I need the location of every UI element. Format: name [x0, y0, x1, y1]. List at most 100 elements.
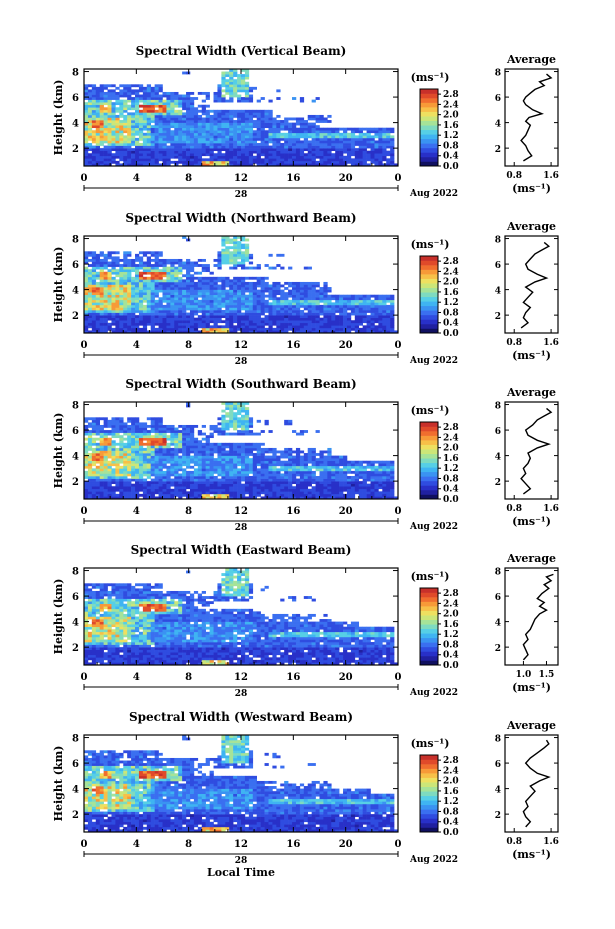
- heatmap-cell: [99, 284, 104, 288]
- heatmap-cell: [127, 447, 132, 451]
- heatmap-cell: [119, 84, 124, 88]
- heatmap-cell: [84, 322, 89, 326]
- heatmap-cell: [319, 304, 324, 308]
- heatmap-cell: [170, 491, 175, 495]
- heatmap-cell: [142, 486, 148, 490]
- heatmap-cell: [127, 264, 132, 267]
- heatmap-cell: [209, 281, 214, 285]
- heatmap-cell: [237, 327, 242, 331]
- heatmap-cell: [288, 312, 293, 316]
- heatmap-cell: [201, 281, 206, 285]
- heatmap-cell: [95, 310, 100, 313]
- heatmap-cell: [138, 302, 144, 306]
- heatmap-cell: [315, 160, 320, 164]
- heatmap-cell: [146, 132, 152, 136]
- heatmap-cell: [229, 246, 234, 250]
- heatmap-cell: [111, 284, 116, 288]
- heatmap-cell: [225, 145, 230, 149]
- heatmap-cell: [150, 483, 155, 487]
- heatmap-cell: [307, 299, 312, 303]
- heatmap-cell: [111, 468, 116, 472]
- heatmap-cell: [146, 281, 152, 285]
- heatmap-cell: [248, 253, 254, 257]
- heatmap-cell: [123, 445, 128, 449]
- heatmap-cell: [135, 463, 140, 467]
- heatmap-cell: [248, 325, 254, 329]
- heatmap-cell: [354, 127, 360, 131]
- heatmap-cell: [127, 130, 132, 134]
- heatmap-cell: [213, 289, 218, 293]
- heatmap-cell: [182, 102, 187, 106]
- heatmap-cell: [221, 330, 226, 334]
- heatmap-cell: [280, 127, 285, 131]
- heatmap-cell: [327, 155, 332, 159]
- heatmap-cell: [186, 107, 191, 111]
- heatmap-cell: [154, 478, 159, 482]
- heatmap-cell: [84, 453, 89, 456]
- heatmap-cell: [99, 274, 104, 278]
- heatmap-cell: [150, 269, 155, 273]
- heatmap-cell: [103, 97, 108, 100]
- heatmap-cell: [119, 289, 124, 293]
- heatmap-cell: [135, 109, 140, 113]
- heatmap-cell: [390, 315, 395, 318]
- heatmap-cell: [111, 463, 116, 467]
- heatmap-cell: [354, 310, 360, 313]
- x-tick-label: 20: [339, 340, 353, 351]
- heatmap-cell: [103, 488, 108, 492]
- heatmap-cell: [280, 297, 285, 301]
- heatmap-cell: [331, 330, 336, 334]
- heatmap-cell: [244, 132, 250, 136]
- heatmap-cell: [201, 269, 206, 273]
- heatmap-cell: [146, 299, 152, 303]
- heatmap-cell: [252, 322, 257, 326]
- heatmap-cell: [119, 304, 124, 308]
- heatmap-cell: [138, 310, 144, 313]
- heatmap-cell: [95, 258, 100, 262]
- heatmap-cell: [154, 148, 159, 151]
- heatmap-cell: [182, 104, 187, 108]
- heatmap-cell: [343, 327, 348, 331]
- heatmap-cell: [390, 327, 395, 331]
- heatmap-cell: [111, 481, 116, 484]
- heatmap-cell: [209, 160, 214, 164]
- heatmap-cell: [217, 84, 222, 88]
- heatmap-cell: [162, 430, 167, 433]
- heatmap-cell: [111, 427, 116, 431]
- heatmap-cell: [178, 135, 183, 139]
- heatmap-cell: [248, 261, 254, 265]
- heatmap-cell: [209, 289, 214, 293]
- heatmap-cell: [162, 269, 167, 273]
- heatmap-cell: [166, 307, 171, 311]
- heatmap-cell: [295, 130, 301, 134]
- heatmap-cell: [327, 310, 332, 313]
- heatmap-cell: [99, 307, 104, 311]
- heatmap-cell: [99, 440, 104, 444]
- heatmap-cell: [233, 248, 238, 252]
- heatmap-cell: [91, 470, 97, 474]
- heatmap-cell: [252, 158, 257, 162]
- heatmap-cell: [299, 294, 305, 298]
- heatmap-cell: [95, 140, 100, 144]
- heatmap-cell: [115, 422, 120, 426]
- heatmap-cell: [154, 125, 159, 129]
- heatmap-cell: [288, 117, 293, 121]
- heatmap-cell: [162, 289, 167, 293]
- heatmap-cell: [135, 453, 140, 456]
- heatmap-cell: [189, 327, 195, 331]
- heatmap-cell: [319, 292, 324, 296]
- heatmap-cell: [111, 419, 116, 423]
- heatmap-cell: [178, 435, 183, 439]
- heatmap-cell: [292, 163, 297, 167]
- heatmap-cell: [182, 160, 187, 164]
- heatmap-cell: [162, 424, 167, 428]
- heatmap-cell: [99, 89, 104, 93]
- heatmap-cell: [213, 132, 218, 136]
- heatmap-cell: [213, 258, 218, 262]
- heatmap-cell: [197, 155, 203, 159]
- heatmap-cell: [131, 460, 136, 464]
- heatmap-cell: [339, 148, 344, 151]
- heatmap-cell: [115, 304, 120, 308]
- heatmap-cell: [237, 148, 242, 151]
- heatmap-cell: [154, 330, 159, 334]
